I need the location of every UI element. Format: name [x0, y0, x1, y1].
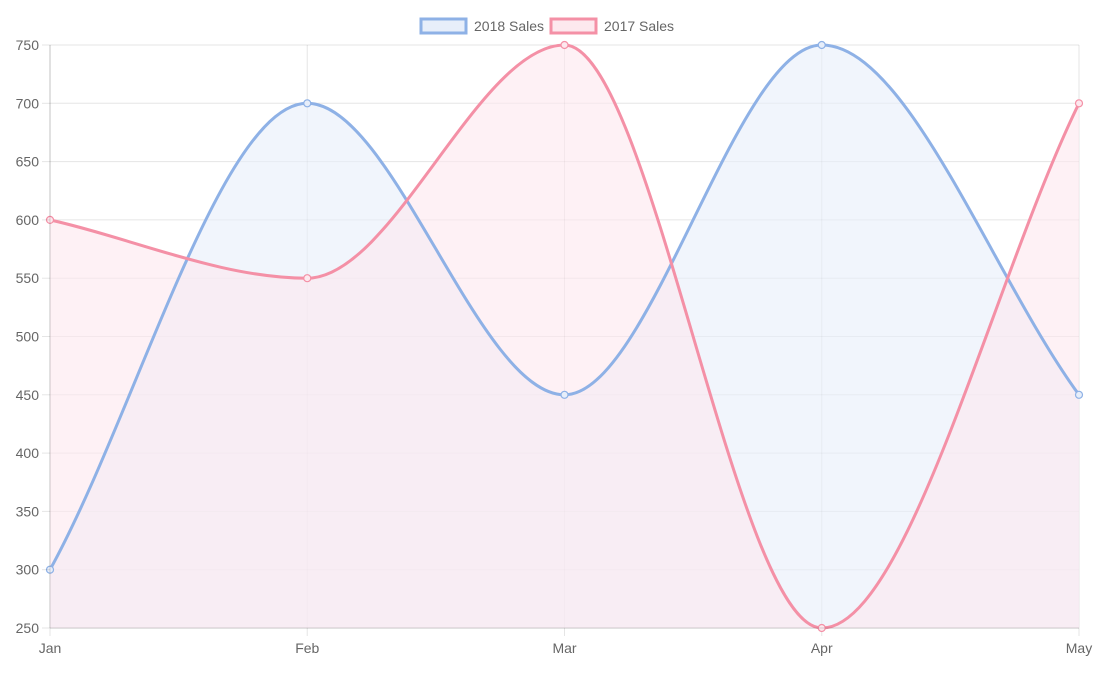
data-point[interactable]: [817, 623, 826, 633]
data-point[interactable]: [303, 99, 312, 108]
data-point[interactable]: [45, 565, 55, 574]
x-tick-label: May: [1066, 640, 1092, 656]
y-tick-label: 550: [16, 270, 40, 286]
data-point[interactable]: [45, 215, 55, 224]
y-tick-label: 500: [16, 329, 40, 345]
y-tick-label: 600: [16, 212, 40, 228]
legend-label: 2018 Sales: [474, 18, 544, 34]
y-tick-label: 450: [16, 387, 40, 403]
y-tick-label: 650: [16, 154, 40, 170]
legend[interactable]: 2018 Sales 2017 Sales: [419, 17, 674, 35]
series-areas: [50, 45, 1079, 628]
y-tick-label: 350: [16, 503, 40, 519]
x-tick-label: Mar: [552, 640, 576, 656]
data-point[interactable]: [1074, 99, 1084, 108]
data-point[interactable]: [817, 40, 826, 50]
data-point[interactable]: [303, 274, 312, 283]
y-tick-label: 700: [16, 95, 40, 111]
x-tick-label: Jan: [39, 640, 62, 656]
data-point[interactable]: [560, 40, 569, 50]
series-area: [50, 45, 1079, 628]
legend-swatch: [419, 17, 468, 35]
series-points: [45, 40, 1084, 633]
data-point[interactable]: [1074, 390, 1084, 399]
y-tick-label: 750: [16, 37, 40, 53]
x-tick-label: Feb: [295, 640, 319, 656]
y-tick-label: 300: [16, 562, 40, 578]
axes: 250 300 350 400 450 500 550 600 650 700 750 Jan Feb M…: [16, 37, 1093, 656]
legend-item[interactable]: 2017 Sales: [549, 17, 674, 35]
legend-label: 2017 Sales: [604, 18, 674, 34]
legend-item[interactable]: 2018 Sales: [419, 17, 544, 35]
data-point[interactable]: [560, 390, 569, 399]
y-tick-label: 250: [16, 620, 40, 636]
y-tick-label: 400: [16, 445, 40, 461]
x-tick-label: Apr: [811, 640, 833, 656]
series-line: [49, 43, 1081, 630]
legend-swatch: [549, 17, 598, 35]
